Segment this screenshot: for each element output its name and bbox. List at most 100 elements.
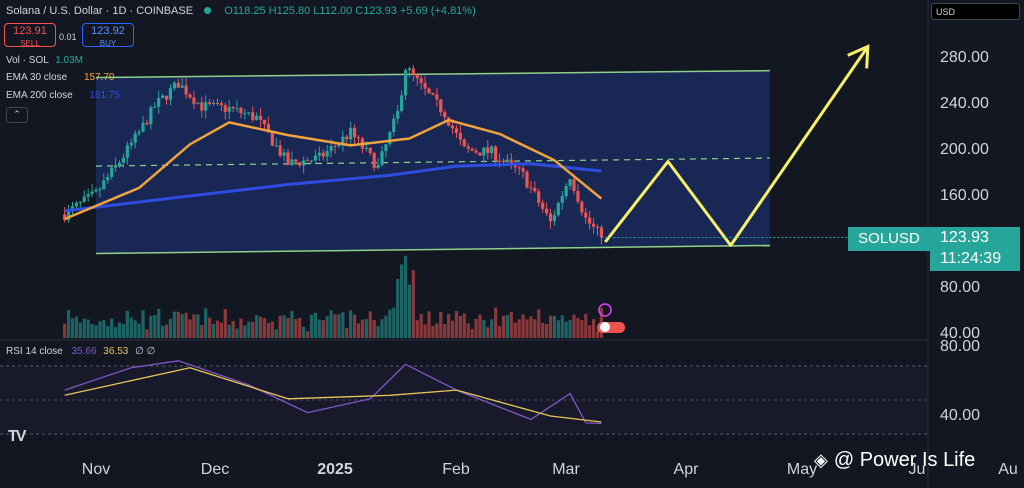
volume-bar (298, 317, 302, 338)
candle (482, 147, 486, 156)
candle (588, 217, 592, 224)
volume-bar (584, 313, 588, 338)
candle (372, 153, 376, 169)
volume-bar (376, 325, 380, 338)
volume-bar (176, 311, 180, 338)
volume-bar (435, 323, 439, 338)
y-tick-label: 240.00 (940, 95, 989, 112)
volume-bar (392, 307, 396, 338)
bar-countdown: 11:24:39 (940, 250, 1002, 267)
candle (525, 171, 529, 188)
chevron-up-icon[interactable]: ⌃ (6, 107, 28, 123)
volume-bar (368, 311, 372, 338)
volume-bar (360, 319, 365, 338)
volume-bar (521, 314, 525, 338)
volume-bar (486, 327, 490, 338)
volume-bar (439, 311, 443, 338)
volume-bar (431, 325, 435, 338)
volume-bar (274, 329, 278, 338)
candle (149, 107, 153, 125)
candle (411, 68, 415, 75)
volume-bar (215, 320, 220, 338)
candle (595, 226, 600, 228)
candle (141, 122, 145, 132)
rsi-value: 35.66 (71, 346, 97, 357)
candle (435, 94, 439, 100)
buy-button[interactable]: 123.92 BUY (82, 23, 134, 48)
volume-bar (90, 324, 94, 338)
volume-bar (125, 310, 129, 338)
volume-bar (352, 314, 357, 338)
candle (599, 227, 604, 238)
candle (345, 136, 349, 140)
candle (497, 160, 502, 162)
volume-bar (94, 325, 98, 338)
volume-bar (560, 315, 564, 338)
candle (552, 215, 557, 222)
channel-mid-line (95, 157, 770, 167)
volume-bar (196, 314, 200, 338)
volume-bar (266, 322, 270, 338)
volume-bar (239, 318, 243, 338)
candle (380, 151, 384, 166)
candle (494, 146, 498, 161)
candle (325, 150, 329, 157)
rsi-indicator-label[interactable]: RSI 14 close 35.66 36.53 ∅ ∅ (6, 346, 156, 357)
tradingview-logo-icon[interactable]: TV (8, 428, 27, 445)
volume-bar (313, 312, 318, 338)
volume-bar (133, 320, 137, 338)
volume-bar (533, 319, 537, 338)
volume-bar (372, 319, 376, 338)
candle (474, 150, 478, 153)
candle (458, 132, 462, 140)
volume-bar (364, 319, 368, 338)
market-open-icon (204, 7, 212, 14)
volume-bar (98, 321, 102, 338)
candle (121, 157, 126, 163)
volume-bar (490, 319, 494, 338)
volume-bar (106, 325, 110, 338)
event-icon (598, 303, 612, 317)
volume-bar (556, 320, 560, 338)
candle (82, 196, 86, 202)
volume-bar (450, 320, 455, 338)
candle (368, 147, 372, 154)
candle (329, 145, 333, 151)
volume-bar (227, 324, 231, 338)
sell-button[interactable]: 123.91 SELL (4, 23, 56, 48)
candle (509, 159, 513, 163)
volume-bar (380, 319, 384, 338)
candle (251, 112, 255, 120)
volume-bar (251, 321, 255, 338)
volume-bar (63, 323, 67, 338)
y-tick-label: 280.00 (940, 49, 989, 66)
candle (286, 152, 290, 165)
volume-bar (388, 309, 392, 338)
volume-bar (544, 323, 549, 338)
candle (180, 85, 184, 88)
candle (533, 187, 537, 192)
ema200-indicator-label[interactable]: EMA 200 close 181.75 (6, 90, 121, 101)
volume-bar (400, 264, 404, 338)
candle (447, 117, 451, 126)
currency-select[interactable]: USD (931, 3, 1020, 20)
candle (427, 88, 431, 94)
volume-bar (145, 329, 149, 338)
ema30-indicator-label[interactable]: EMA 30 close 157.70 (6, 72, 115, 83)
volume-bar (591, 319, 596, 338)
volume-bar (208, 317, 212, 338)
candle (490, 146, 494, 154)
candle (208, 102, 212, 104)
volume-bar (572, 314, 576, 338)
volume-bar (270, 321, 274, 338)
volume-bar (66, 309, 71, 338)
volume-bar (333, 314, 337, 338)
volume-indicator-label[interactable]: Vol · SOL 1.03M (6, 55, 84, 66)
candle (274, 145, 278, 147)
volume-bar (466, 323, 470, 338)
volume-bar (102, 320, 106, 338)
volume-bar (149, 315, 153, 338)
volume-bar (258, 316, 263, 338)
volume-bar (231, 321, 235, 338)
